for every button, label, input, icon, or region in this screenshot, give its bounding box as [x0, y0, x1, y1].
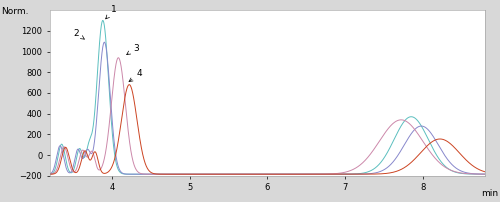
Text: 3: 3 [126, 44, 139, 55]
Y-axis label: Norm.: Norm. [2, 7, 29, 16]
Text: 1: 1 [106, 5, 117, 19]
Text: 2: 2 [74, 29, 85, 39]
X-axis label: min: min [481, 189, 498, 198]
Text: 4: 4 [129, 69, 142, 82]
